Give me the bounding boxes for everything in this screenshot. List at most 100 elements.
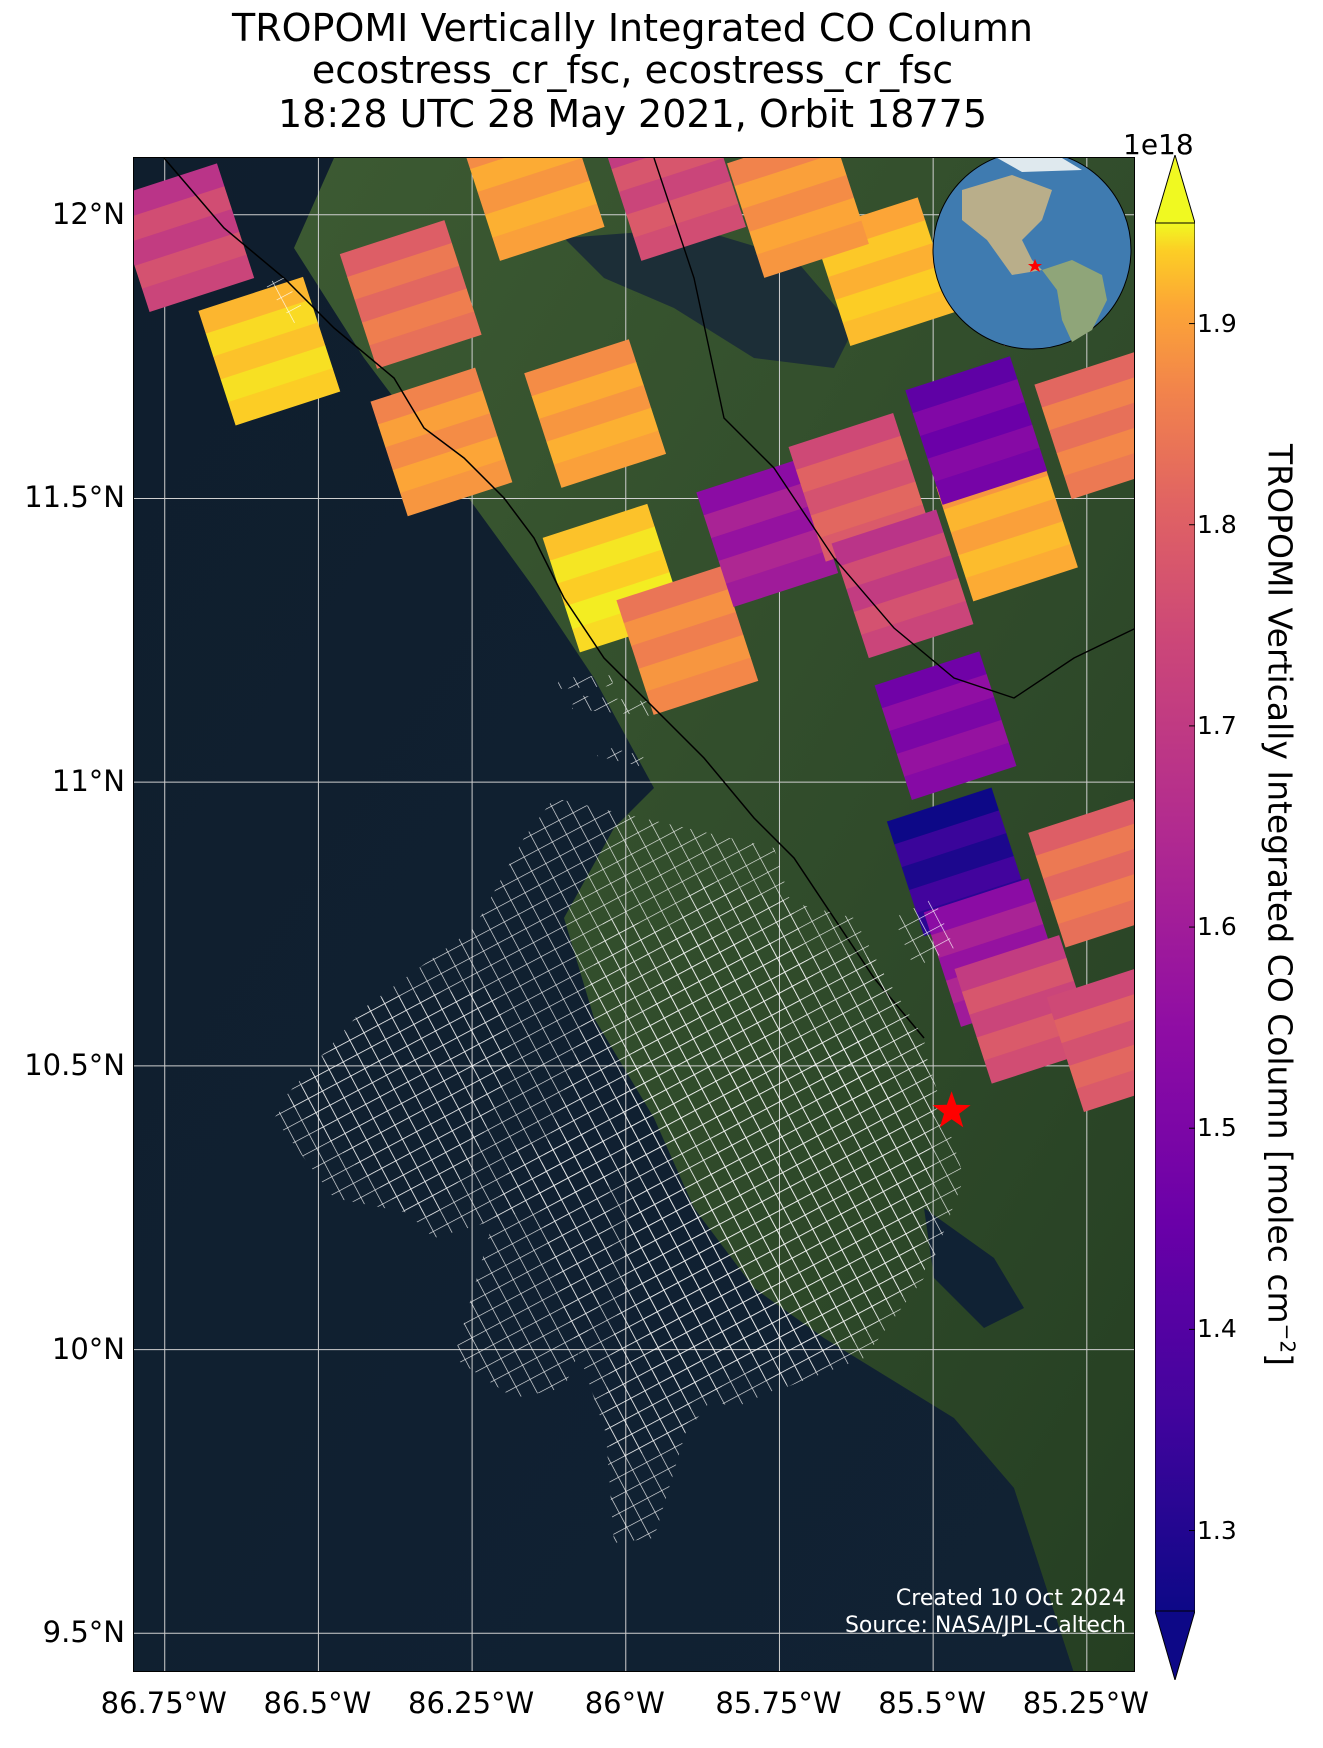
lon-tick-label: 85.25°W — [1022, 1686, 1149, 1720]
co-pixel-row — [377, 390, 491, 448]
colorbar-tick-label: 1.6 — [1197, 912, 1237, 942]
co-pixel-row — [228, 368, 341, 426]
co-pixel — [727, 158, 869, 278]
co-pixel — [462, 158, 605, 261]
co-pixel-row — [1076, 1054, 1134, 1113]
colorbar-extend-min — [1155, 1610, 1195, 1680]
co-pixel-row — [616, 566, 729, 624]
co-pixel — [1046, 963, 1134, 1113]
lon-tick-label: 86.75°W — [100, 1686, 227, 1720]
co-pixel-row — [1028, 798, 1134, 857]
co-pixel-row — [749, 197, 862, 256]
co-pixel-row — [553, 430, 667, 488]
co-pixel-row — [484, 180, 598, 239]
co-pixel-row — [838, 532, 952, 590]
co-pixel-row — [894, 810, 1007, 868]
co-pixel — [696, 458, 839, 608]
co-pixel — [604, 158, 746, 261]
co-pixel-row — [896, 719, 1010, 778]
co-pixel-row — [1064, 441, 1134, 500]
gulf-of-nicoya — [924, 1208, 1024, 1328]
colorbar-extend-max — [1155, 155, 1195, 224]
co-pixel-row — [931, 901, 1044, 959]
colorbar-tick-label: 1.7 — [1197, 710, 1237, 740]
co-pixel — [831, 509, 974, 659]
colorbar-tick-label: 1.3 — [1197, 1515, 1237, 1545]
co-pixel-row — [703, 481, 816, 539]
co-pixel-row — [905, 356, 1018, 414]
co-pixel-row — [886, 787, 1000, 845]
lat-tick-label: 10.5°N — [24, 1047, 125, 1082]
co-pixel-row — [1034, 350, 1134, 408]
co-pixel-row — [1056, 419, 1134, 477]
chart-subtitle: ecostress_cr_fsc, ecostress_cr_fsc — [311, 48, 954, 92]
co-pixel-row — [213, 322, 326, 380]
inset-star-marker — [1028, 259, 1042, 272]
co-pixel-row — [882, 674, 995, 732]
co-pixel-row — [631, 611, 744, 670]
co-pixel — [1034, 350, 1134, 500]
co-pixel-row — [874, 651, 987, 709]
co-pixel-row — [339, 220, 452, 278]
lon-tick-label: 85.75°W — [715, 1686, 842, 1720]
co-pixel-row — [492, 203, 605, 261]
colorbar-tick-label: 1.8 — [1197, 509, 1237, 539]
co-pixel-row — [611, 158, 724, 193]
co-pixel-row — [550, 526, 663, 584]
border — [653, 158, 1134, 699]
colorbar-tick-label: 1.4 — [1197, 1314, 1237, 1344]
co-pixel-row — [354, 265, 467, 324]
co-pixel-row — [347, 242, 460, 301]
co-pixels — [134, 158, 1134, 1113]
co-pixel — [1028, 798, 1134, 948]
co-pixel-row — [734, 158, 847, 210]
lon-tick-label: 85.5°W — [878, 1686, 987, 1720]
co-pixel-row — [820, 220, 933, 278]
co-pixel-row — [626, 180, 739, 239]
co-pixel-row — [912, 379, 1025, 437]
co-pixel — [905, 356, 1048, 505]
co-pixel-row — [1046, 963, 1134, 1021]
co-pixel-row — [1041, 373, 1134, 431]
co-pixel-row — [557, 549, 670, 607]
co-pixel-row — [531, 362, 644, 420]
co-pixel-row — [958, 521, 1071, 579]
map-panel[interactable] — [133, 157, 1135, 1672]
co-pixel-row — [1061, 1009, 1134, 1067]
lon-tick-label: 86°W — [584, 1686, 665, 1720]
co-pixel-row — [134, 163, 225, 221]
colorbar — [1155, 155, 1195, 1680]
co-pixel — [339, 220, 482, 369]
lat-tick-label: 10°N — [51, 1331, 125, 1366]
co-pixel-row — [646, 657, 759, 715]
co-pixel-row — [842, 288, 955, 347]
co-pixel-row — [623, 589, 737, 647]
co-pixel-row — [803, 458, 916, 516]
co-pixel-row — [810, 481, 923, 539]
co-pixel-row — [950, 498, 1064, 556]
created-date: Created 10 Oct 2024 — [895, 1586, 1126, 1611]
co-pixel-row — [220, 345, 333, 403]
lon-tick-label: 86.5°W — [263, 1686, 372, 1720]
credits: Created 10 Oct 2024 Source: NASA/JPL-Cal… — [780, 1585, 1126, 1639]
colorbar-exponent: 1e18 — [1123, 128, 1194, 161]
co-pixel-row — [756, 220, 869, 278]
co-pixel-row — [969, 980, 1082, 1039]
co-pixel-row — [920, 401, 1033, 460]
co-pixel-row — [1049, 396, 1134, 454]
co-pixel-row — [633, 203, 746, 261]
chart-timestamp: 18:28 UTC 28 May 2021, Orbit 18775 — [277, 92, 987, 136]
co-pixel-row — [727, 158, 840, 187]
ecostress-swath — [264, 278, 964, 1543]
co-pixel-row — [539, 384, 652, 443]
co-pixel-row — [846, 555, 959, 613]
co-pixel — [134, 163, 255, 312]
data-source: Source: NASA/JPL-Caltech — [844, 1613, 1126, 1638]
co-pixel-row — [362, 288, 475, 346]
co-pixel — [616, 566, 759, 715]
co-pixel-row — [795, 435, 909, 494]
co-pixel-row — [934, 447, 1048, 505]
map-canvas[interactable] — [134, 158, 1135, 1672]
co-pixel-row — [954, 935, 1067, 993]
chart-title: TROPOMI Vertically Integrated CO Column — [232, 6, 1033, 50]
